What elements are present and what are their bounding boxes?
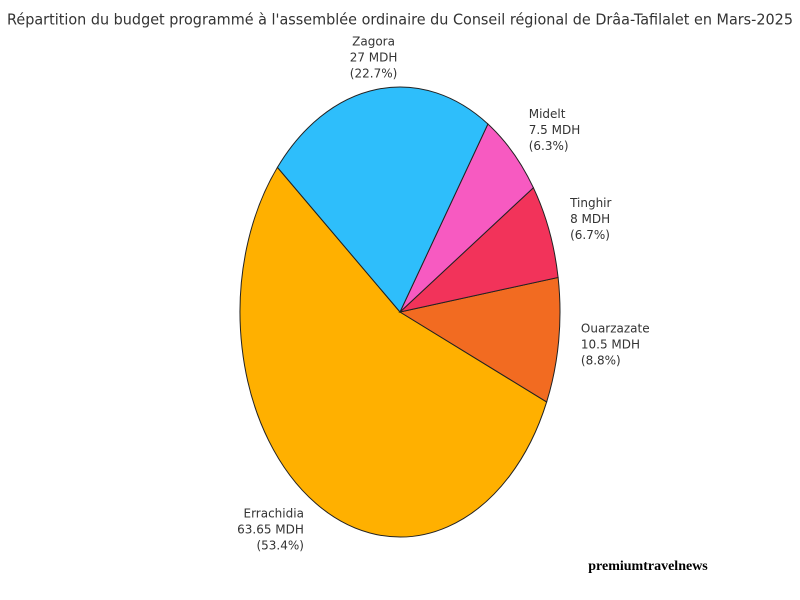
pie-slice xyxy=(276,86,489,313)
value-label: 27 MDH xyxy=(350,51,398,65)
percent-label: (53.4%) xyxy=(256,539,303,553)
chart-title: Répartition du budget programmé à l'asse… xyxy=(7,11,793,29)
value-label: 8 MDH xyxy=(570,212,610,226)
percent-label: (6.3%) xyxy=(529,139,569,153)
pie-slice xyxy=(398,276,561,403)
slice-label: Tinghir xyxy=(569,196,611,210)
watermark: premiumtravelnews xyxy=(588,559,708,574)
percent-label: (6.7%) xyxy=(570,228,610,242)
percent-label: (22.7%) xyxy=(350,67,397,81)
value-label: 63.65 MDH xyxy=(237,523,304,537)
value-label: 7.5 MDH xyxy=(529,123,581,137)
percent-label: (8.8%) xyxy=(581,353,621,367)
slice-label: Zagora xyxy=(352,35,395,49)
pie-slice xyxy=(239,166,548,538)
slice-label: Errachidia xyxy=(243,507,303,521)
slice-label: Ouarzazate xyxy=(581,321,650,335)
slice-label: Midelt xyxy=(529,107,566,121)
value-label: 10.5 MDH xyxy=(581,337,640,351)
